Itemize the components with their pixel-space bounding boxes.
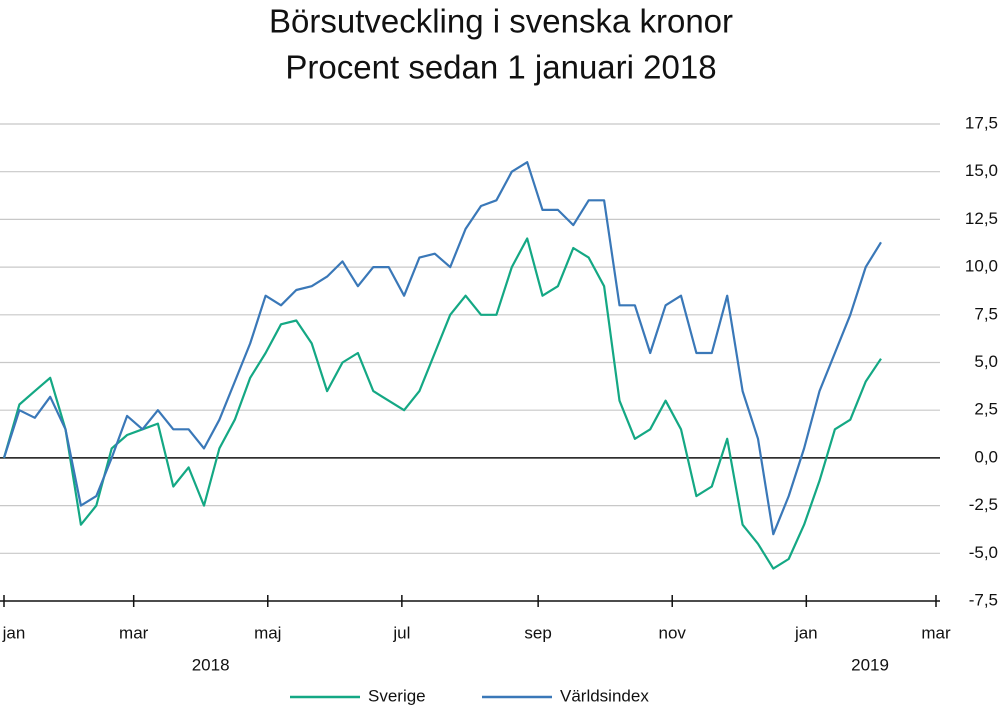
y-tick-label: 17,5 xyxy=(965,113,998,132)
y-tick-label: 7,5 xyxy=(974,304,998,323)
y-tick-label: -2,5 xyxy=(969,495,998,514)
y-tick-label: 12,5 xyxy=(965,209,998,228)
legend-label: Sverige xyxy=(368,686,426,705)
series-line xyxy=(2,161,882,536)
x-tick-label: jan xyxy=(794,623,818,642)
y-tick-label: 5,0 xyxy=(974,352,998,371)
year-label: 2018 xyxy=(192,655,230,674)
year-label: 2019 xyxy=(851,655,889,674)
y-tick-label: -7,5 xyxy=(969,590,998,609)
x-tick-label: mar xyxy=(921,623,951,642)
x-tick-label: nov xyxy=(659,623,687,642)
y-tick-label: 0,0 xyxy=(974,447,998,466)
x-tick-label: maj xyxy=(254,623,281,642)
x-tick-label: sep xyxy=(524,623,551,642)
chart-title: Börsutveckling i svenska kronor xyxy=(269,3,733,40)
y-tick-label: 10,0 xyxy=(965,257,998,276)
legend-label: Världsindex xyxy=(560,686,649,705)
x-tick-label: jul xyxy=(392,623,410,642)
y-tick-label: 2,5 xyxy=(974,400,998,419)
y-tick-label: -5,0 xyxy=(969,543,998,562)
x-tick-label: jan xyxy=(2,623,26,642)
series-line xyxy=(2,237,882,570)
y-tick-label: 15,0 xyxy=(965,161,998,180)
chart-subtitle: Procent sedan 1 januari 2018 xyxy=(285,49,716,86)
x-tick-label: mar xyxy=(119,623,149,642)
